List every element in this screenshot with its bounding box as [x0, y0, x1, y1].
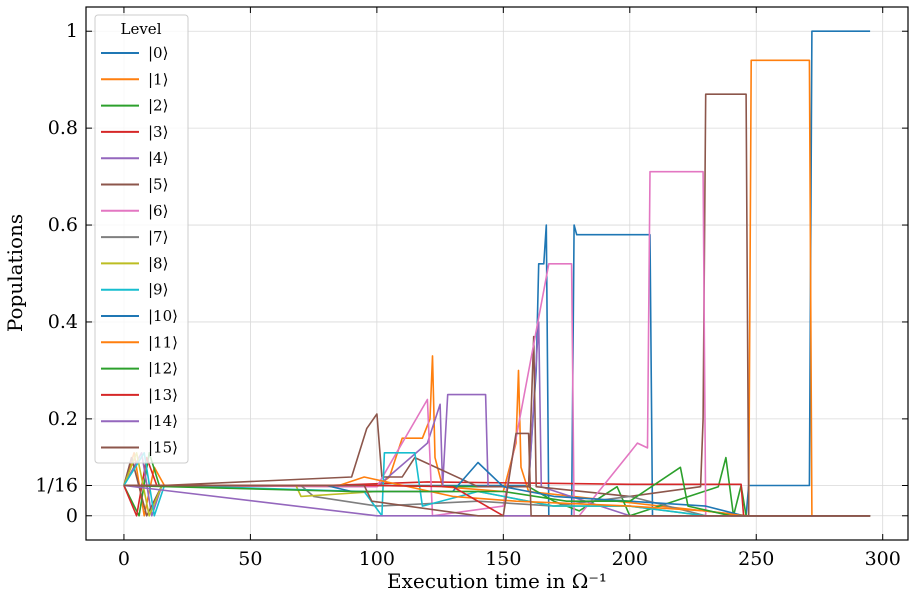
- legend-label: |10⟩: [148, 307, 178, 325]
- legend-label: |0⟩: [148, 44, 168, 62]
- legend-label: |13⟩: [148, 386, 178, 404]
- legend-label: |5⟩: [148, 176, 168, 194]
- x-tick-label: 300: [865, 548, 901, 570]
- legend-label: |4⟩: [148, 149, 168, 167]
- series-line-11: [123, 476, 871, 517]
- y-tick-label: 0.8: [48, 117, 78, 139]
- y-tick-label: 0.6: [48, 214, 78, 236]
- legend-label: |11⟩: [148, 333, 178, 351]
- x-tick-label: 250: [738, 548, 774, 570]
- ticks: 0 50 100 150 200 250 300 0 1/16 0.2 0.4 0.6 0.8 1: [35, 7, 908, 570]
- series-line-2: [123, 452, 871, 517]
- y-tick-label: 0.4: [48, 311, 78, 333]
- legend-label: |7⟩: [148, 228, 168, 246]
- legend-label: |12⟩: [148, 360, 178, 378]
- series-line-3: [123, 456, 871, 517]
- y-tick-label: 1/16: [35, 474, 78, 496]
- legend-label: |15⟩: [148, 439, 178, 457]
- x-axis-label: Execution time in Ω⁻¹: [387, 569, 607, 593]
- plot-frame: [85, 6, 909, 541]
- x-tick-label: 50: [238, 548, 262, 570]
- x-tick-label: 0: [118, 548, 130, 570]
- legend: Level |0⟩ |1⟩ |2⟩ |3⟩ |4⟩ |5⟩ |6⟩ |7⟩ |8⟩ |9⟩ |10⟩…: [94, 14, 189, 464]
- y-tick-label: 0: [66, 505, 78, 527]
- y-axis-label: Populations: [3, 214, 27, 332]
- legend-title: Level: [121, 20, 162, 38]
- legend-label: |14⟩: [148, 412, 178, 430]
- series-line-5: [123, 93, 871, 517]
- x-tick-label: 100: [359, 548, 395, 570]
- y-tick-label: 0.2: [48, 408, 78, 430]
- legend-label: |9⟩: [148, 281, 168, 299]
- series-layer: [123, 30, 871, 517]
- legend-label: |1⟩: [148, 70, 168, 88]
- x-tick-label: 200: [612, 548, 648, 570]
- legend-box: [94, 14, 189, 464]
- y-tick-label: 1: [66, 20, 78, 42]
- legend-label: |8⟩: [148, 254, 168, 272]
- legend-entries: |0⟩ |1⟩ |2⟩ |3⟩ |4⟩ |5⟩ |6⟩ |7⟩ |8⟩ |9⟩ |10⟩ |11⟩ |1…: [101, 44, 178, 457]
- series-line-0: [123, 30, 871, 517]
- legend-label: |2⟩: [148, 97, 168, 115]
- series-line-12: [123, 466, 871, 517]
- series-line-15: [123, 432, 871, 517]
- series-line-1: [123, 59, 871, 517]
- x-tick-label: 150: [485, 548, 521, 570]
- series-line-10: [123, 461, 871, 517]
- legend-label: |6⟩: [148, 202, 168, 220]
- legend-label: |3⟩: [148, 123, 168, 141]
- series-line-4: [123, 321, 871, 517]
